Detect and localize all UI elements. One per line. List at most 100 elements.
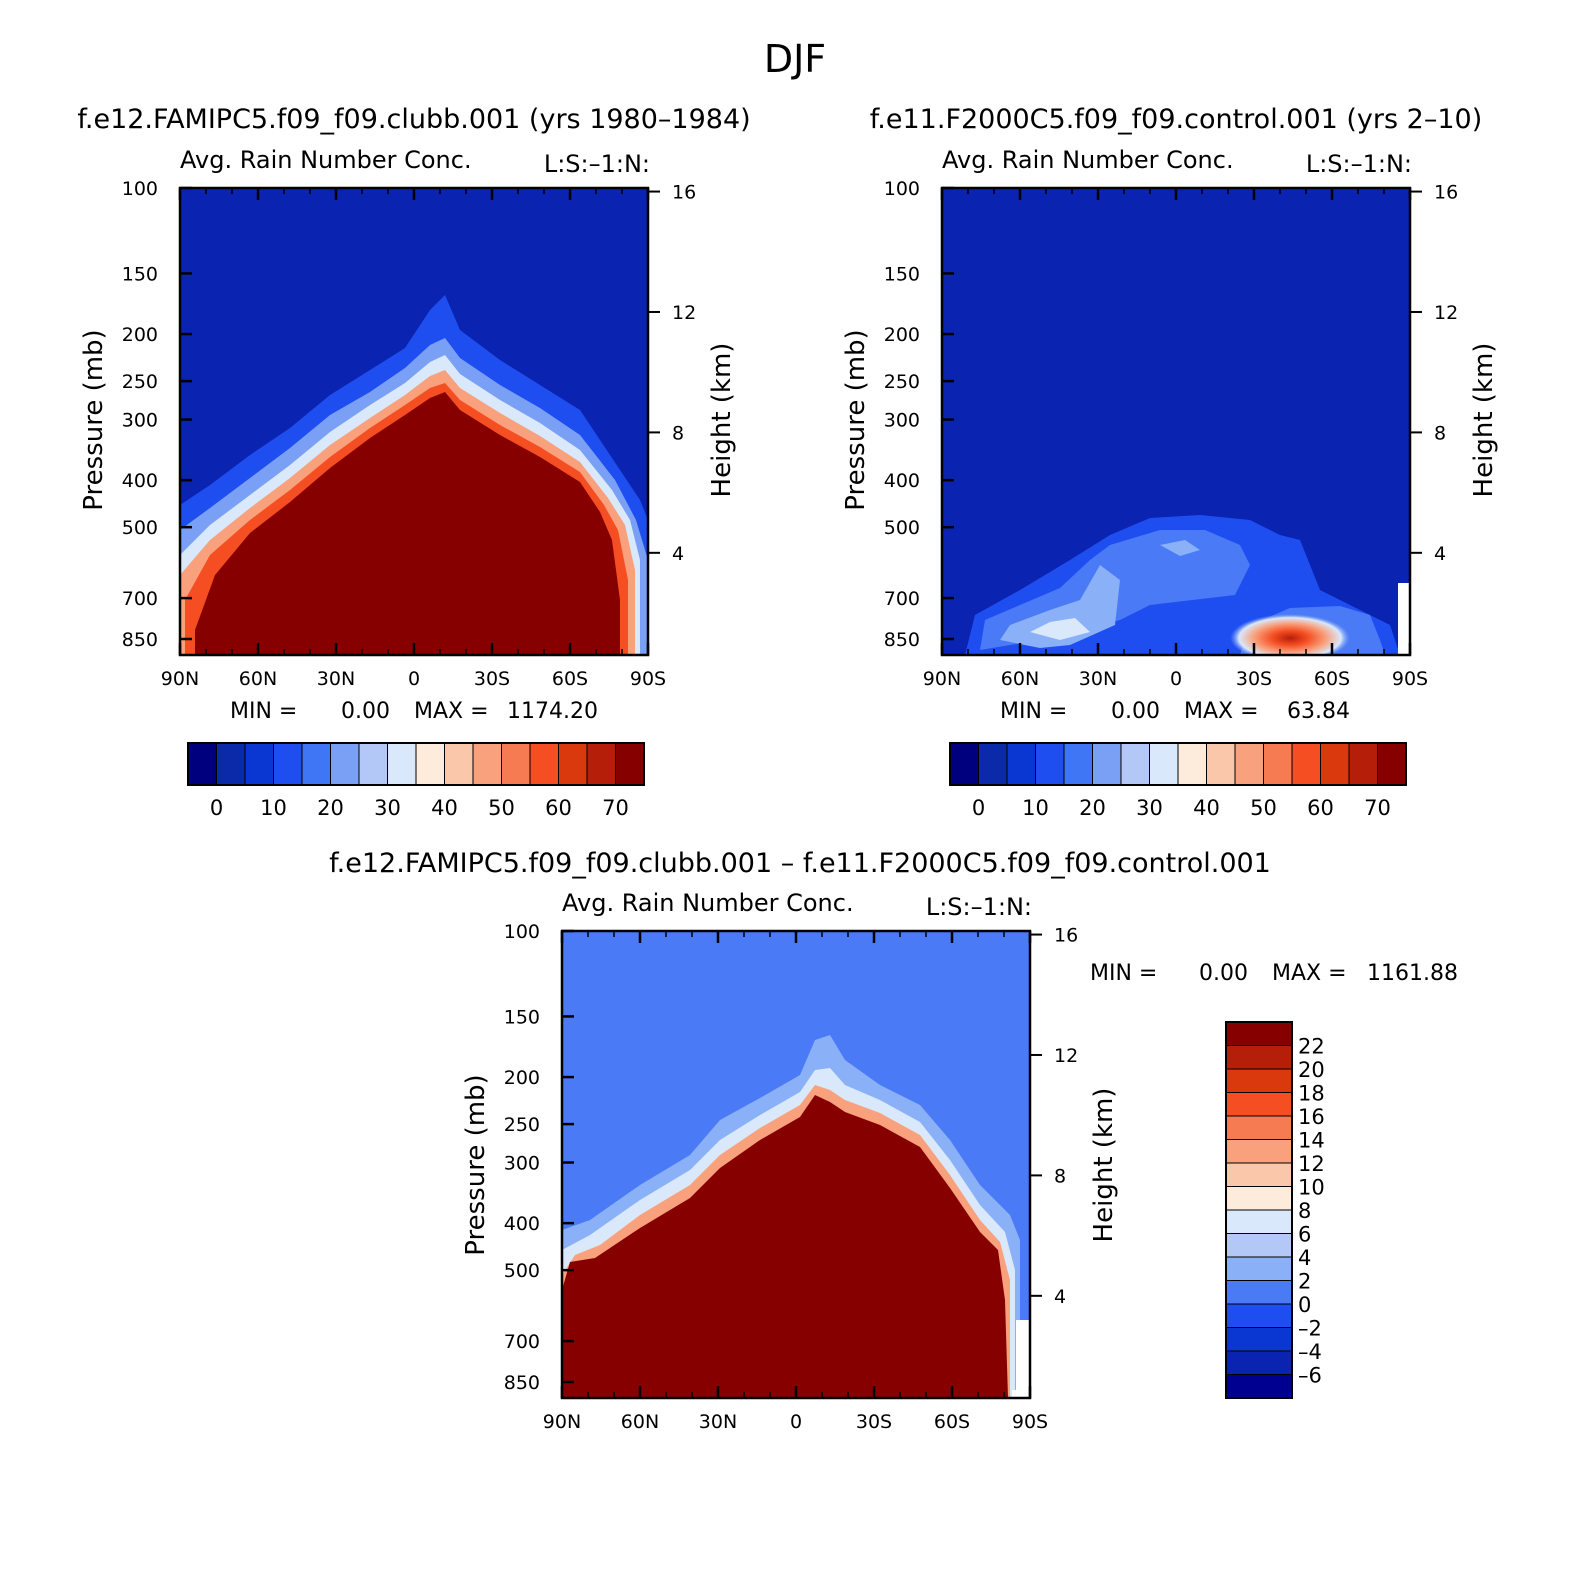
panel-clubb-colorbar-box [444,742,474,786]
panel-clubb-xtick-label: 90N [161,668,199,690]
panel-clubb-min-value: 0.00 [341,699,390,724]
panel-control-max-value: 63.84 [1287,699,1350,724]
panel-diff-ylabel-right: Height (km) [1089,1088,1119,1243]
panel-clubb-axes: 90N 60N 30N 0 30S 60S 90S 100 150 200 250 300 400 500… [122,178,696,690]
panel-diff-colorbar-box [1225,1068,1293,1093]
panel-clubb-ytick-right-label: 8 [672,422,684,444]
panel-diff-max-value: 1161.88 [1367,961,1458,986]
panel-control-min-value: 0.00 [1111,699,1160,724]
panel-diff-colorbar-box [1225,1303,1293,1328]
panel-clubb-ytick-right-label: 4 [672,543,684,565]
panel-control-colorbar-box [1063,742,1093,786]
panel-control-colorbar-box [1348,742,1378,786]
panel-control-ytick-label: 250 [884,371,920,393]
panel-diff-field [562,931,1030,1398]
panel-diff-ytick-label: 850 [504,1372,540,1394]
panel-control-ytick-right-label: 12 [1434,302,1458,324]
panel-diff-max-label: MAX = [1272,961,1347,986]
panel-diff-xtick-label: 60S [934,1411,970,1433]
panel-clubb-ytick-label: 150 [122,263,158,285]
panel-diff-ytick-label: 400 [504,1213,540,1235]
panel-diff-colorbar-label: 14 [1298,1129,1325,1153]
panel-control-xtick-label: 0 [1170,668,1182,690]
panel-diff-colorbar-box [1225,1209,1293,1234]
panel-diff-ytick-right-label: 12 [1054,1045,1078,1067]
panel-clubb-units: L:S:–1:N: [544,150,650,178]
panel-control-colorbar-box [1291,742,1321,786]
panel-clubb-max-value: 1174.20 [507,699,598,724]
panel-diff-case-title: f.e12.FAMIPC5.f09_f09.clubb.001 – f.e11.… [329,848,1271,879]
panel-clubb-xtick-label: 60N [239,668,277,690]
panel-diff-colorbar-label: 18 [1298,1082,1325,1106]
panel-clubb-ytick-label: 700 [122,588,158,610]
panel-clubb-colorbar-label: 50 [488,796,515,820]
panel-control-colorbar-box [1320,742,1350,786]
panel-diff-xtick-label: 90N [543,1411,581,1433]
panel-diff-ytick-right-label: 4 [1054,1286,1066,1308]
panel-control-colorbar-label: 70 [1364,796,1391,820]
panel-control-colorbar-box [949,742,979,786]
panel-clubb-ytick-label: 500 [122,517,158,539]
panel-diff-colorbar-box [1225,1350,1293,1375]
panel-diff-colorbar-label: 12 [1298,1152,1325,1176]
panel-control-xtick-label: 90N [923,668,961,690]
panel-diff-colorbar-box [1225,1280,1293,1305]
panel-diff-colorbar-label: –6 [1298,1364,1322,1388]
panel-diff-ytick-label: 100 [504,921,540,943]
panel-control-colorbar-box [1206,742,1236,786]
panel-control-ytick-label: 500 [884,517,920,539]
panel-control-colorbar-box [1035,742,1065,786]
panel-clubb-field-title: Avg. Rain Number Conc. [180,146,472,174]
panel-clubb-colorbar-box [529,742,559,786]
panel-control-ytick-label: 700 [884,588,920,610]
panel-clubb-colorbar-label: 40 [431,796,458,820]
panel-diff-ytick-right-label: 8 [1054,1165,1066,1187]
panel-control-xtick-label: 30N [1079,668,1117,690]
panel-control-colorbar-box [1149,742,1179,786]
panel-diff-colorbar-box [1225,1256,1293,1281]
panel-clubb-ytick-right-label: 16 [672,182,696,204]
panel-diff-colorbar-label: 0 [1298,1293,1311,1317]
panel-clubb-colorbar-box [187,742,217,786]
panel-clubb-colorbar-label: 30 [374,796,401,820]
panel-diff-ytick-label: 150 [504,1006,540,1028]
panel-control-colorbar-label: 0 [972,796,985,820]
panel-clubb-case-title: f.e12.FAMIPC5.f09_f09.clubb.001 (yrs 198… [77,104,750,135]
panel-diff-xtick-label: 90S [1012,1411,1048,1433]
panel-control-xtick-label: 60S [1314,668,1350,690]
panel-clubb-colorbar-box [358,742,388,786]
panel-clubb-ylabel: Pressure (mb) [79,329,109,510]
panel-clubb-xtick-label: 60S [552,668,588,690]
panel-control-ytick-label: 400 [884,470,920,492]
panel-diff-min-label: MIN = [1090,961,1157,986]
panel-diff-ytick-label: 250 [504,1114,540,1136]
panel-diff-field-title: Avg. Rain Number Conc. [562,889,854,917]
panel-clubb-colorbar-box [273,742,303,786]
panel-clubb-xtick-label: 30N [317,668,355,690]
panel-clubb-xtick-label: 90S [630,668,666,690]
panel-diff-colorbar-box [1225,1233,1293,1258]
panel-diff-colorbar-box [1225,1162,1293,1187]
panel-diff-colorbar-label: –2 [1298,1317,1322,1341]
figure-title: DJF [764,37,826,81]
panel-control-colorbar-label: 20 [1079,796,1106,820]
panel-diff-units: L:S:–1:N: [926,893,1032,921]
panel-diff-ylabel: Pressure (mb) [461,1074,491,1255]
panel-diff-xtick-label: 30N [699,1411,737,1433]
panel-diff-colorbar-box [1225,1092,1293,1117]
panel-diff-colorbar-frame [1225,1021,1293,1399]
panel-clubb-xtick-label: 0 [408,668,420,690]
panel-diff-colorbar-box [1225,1139,1293,1164]
panel-clubb-min-label: MIN = [230,699,297,724]
panel-clubb-colorbar: 0 10 20 30 40 50 60 70 [187,742,645,820]
panel-control-field-title: Avg. Rain Number Conc. [942,146,1234,174]
panel-control-colorbar-box [1006,742,1036,786]
panel-control-colorbar-box [1234,742,1264,786]
panel-diff-colorbar-label: 10 [1298,1176,1325,1200]
panel-control-case-title: f.e11.F2000C5.f09_f09.control.001 (yrs 2… [870,104,1482,135]
panel-clubb-ytick-label: 300 [122,410,158,432]
panel-difference: f.e12.FAMIPC5.f09_f09.clubb.001 – f.e11.… [329,848,1458,1433]
panel-control-max-label: MAX = [1184,699,1259,724]
panel-control-colorbar-box [1177,742,1207,786]
